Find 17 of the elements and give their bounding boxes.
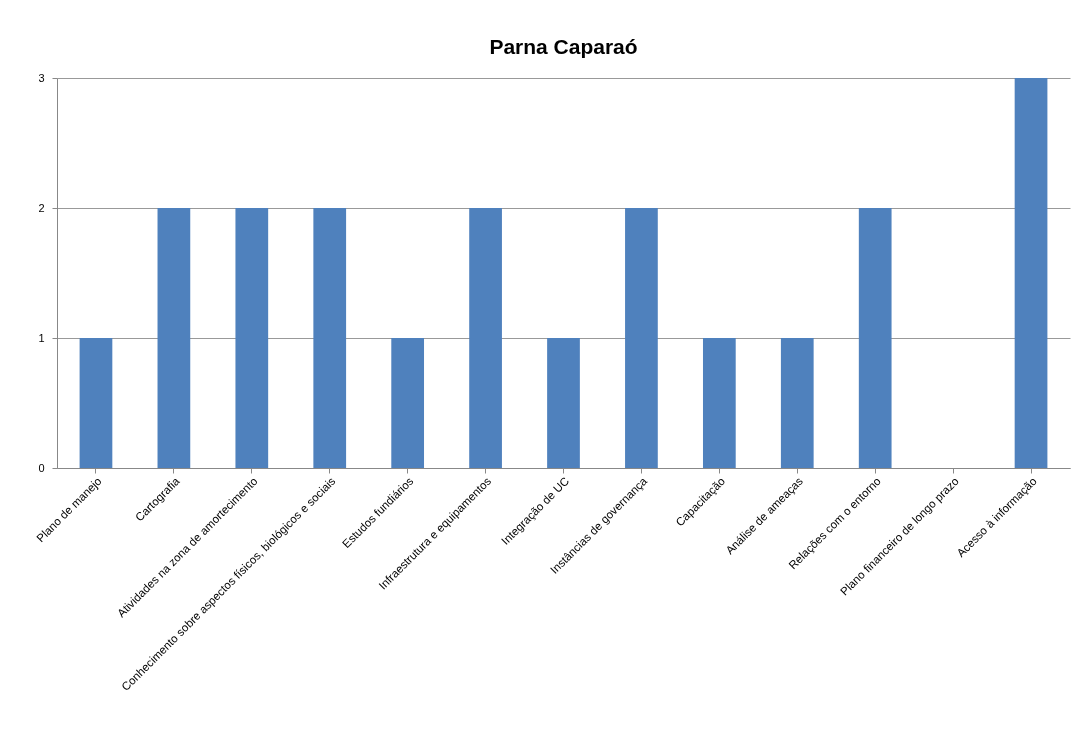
bar xyxy=(625,208,658,468)
y-tick-label: 1 xyxy=(38,331,45,344)
bar xyxy=(157,208,191,468)
chart-title: Parna Caparaó xyxy=(489,35,638,58)
bar xyxy=(1014,78,1048,468)
y-tick-label: 2 xyxy=(38,201,45,214)
bar xyxy=(391,338,425,468)
bar xyxy=(702,338,736,468)
bar xyxy=(547,338,580,468)
bar xyxy=(313,208,347,468)
bar xyxy=(235,208,269,468)
bar xyxy=(858,208,892,468)
y-tick-label: 3 xyxy=(38,71,45,84)
y-tick-label: 0 xyxy=(38,461,45,474)
bar xyxy=(469,208,502,468)
bar xyxy=(780,338,814,468)
bar xyxy=(79,338,113,468)
